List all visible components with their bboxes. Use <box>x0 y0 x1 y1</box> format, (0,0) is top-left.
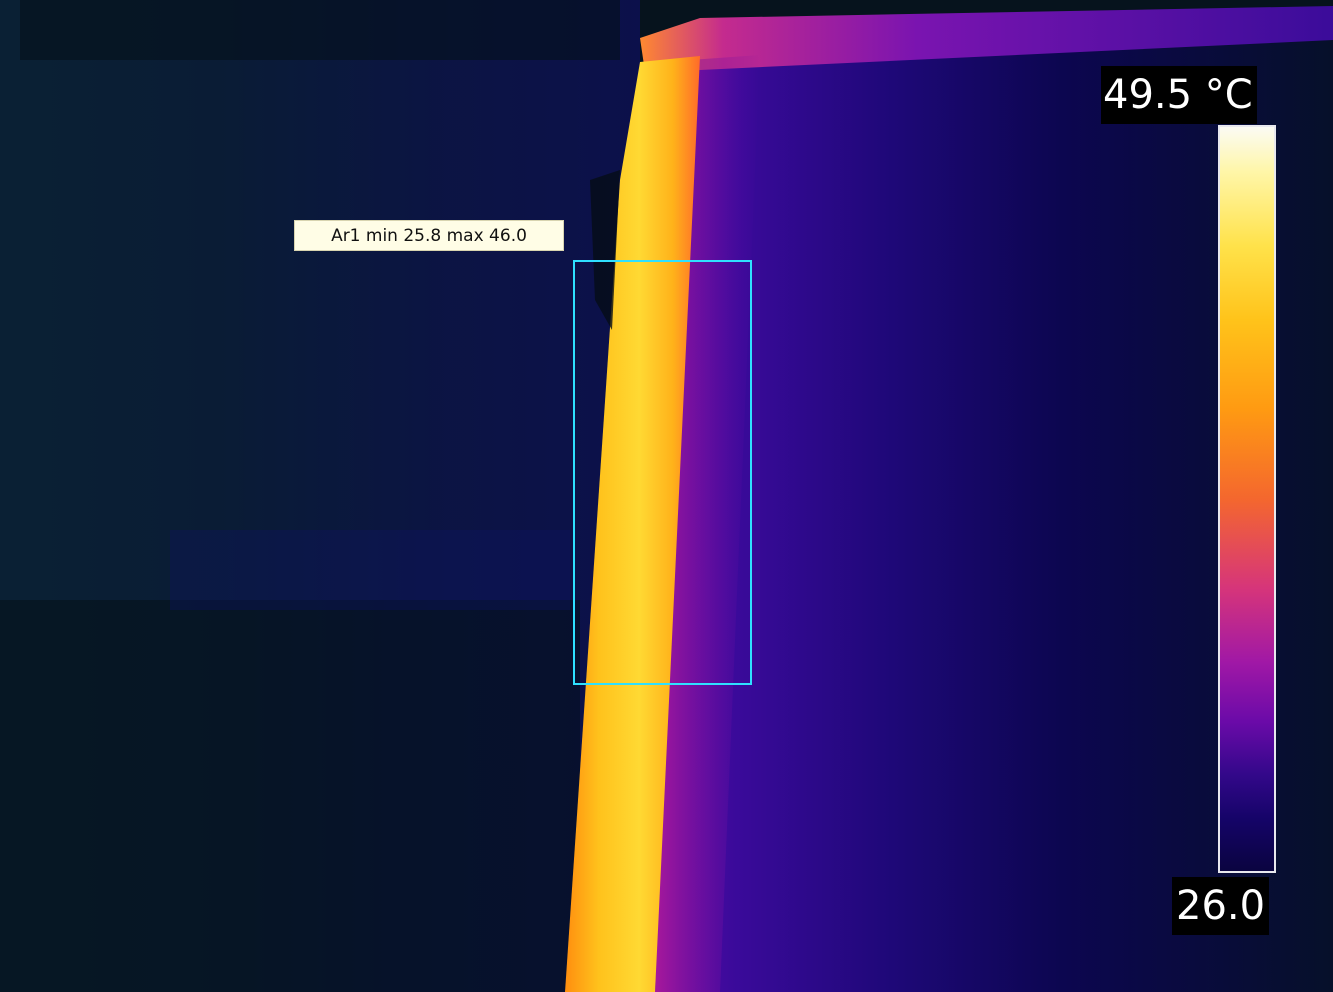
scale-min-label: 26.0 <box>1172 877 1269 935</box>
scale-max-label: 49.5 °C <box>1101 66 1257 124</box>
temperature-color-scale <box>1218 125 1276 873</box>
measurement-area-box <box>573 260 752 685</box>
measurement-area-label: Ar1 min 25.8 max 46.0 <box>294 220 564 251</box>
